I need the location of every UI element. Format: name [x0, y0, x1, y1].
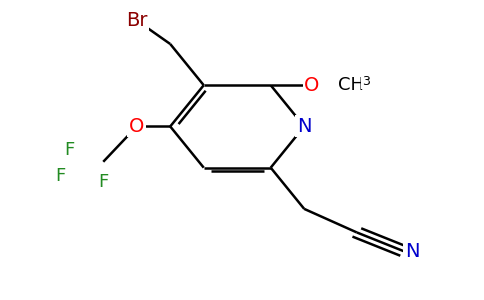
- Text: O: O: [129, 117, 144, 136]
- Text: Br: Br: [126, 11, 148, 30]
- Text: F: F: [55, 167, 65, 185]
- Text: N: N: [297, 117, 311, 136]
- Text: F: F: [98, 173, 108, 191]
- Text: N: N: [405, 242, 419, 261]
- Text: O: O: [304, 76, 319, 95]
- Text: 3: 3: [362, 75, 369, 88]
- Text: CH: CH: [338, 76, 363, 94]
- Text: F: F: [65, 141, 75, 159]
